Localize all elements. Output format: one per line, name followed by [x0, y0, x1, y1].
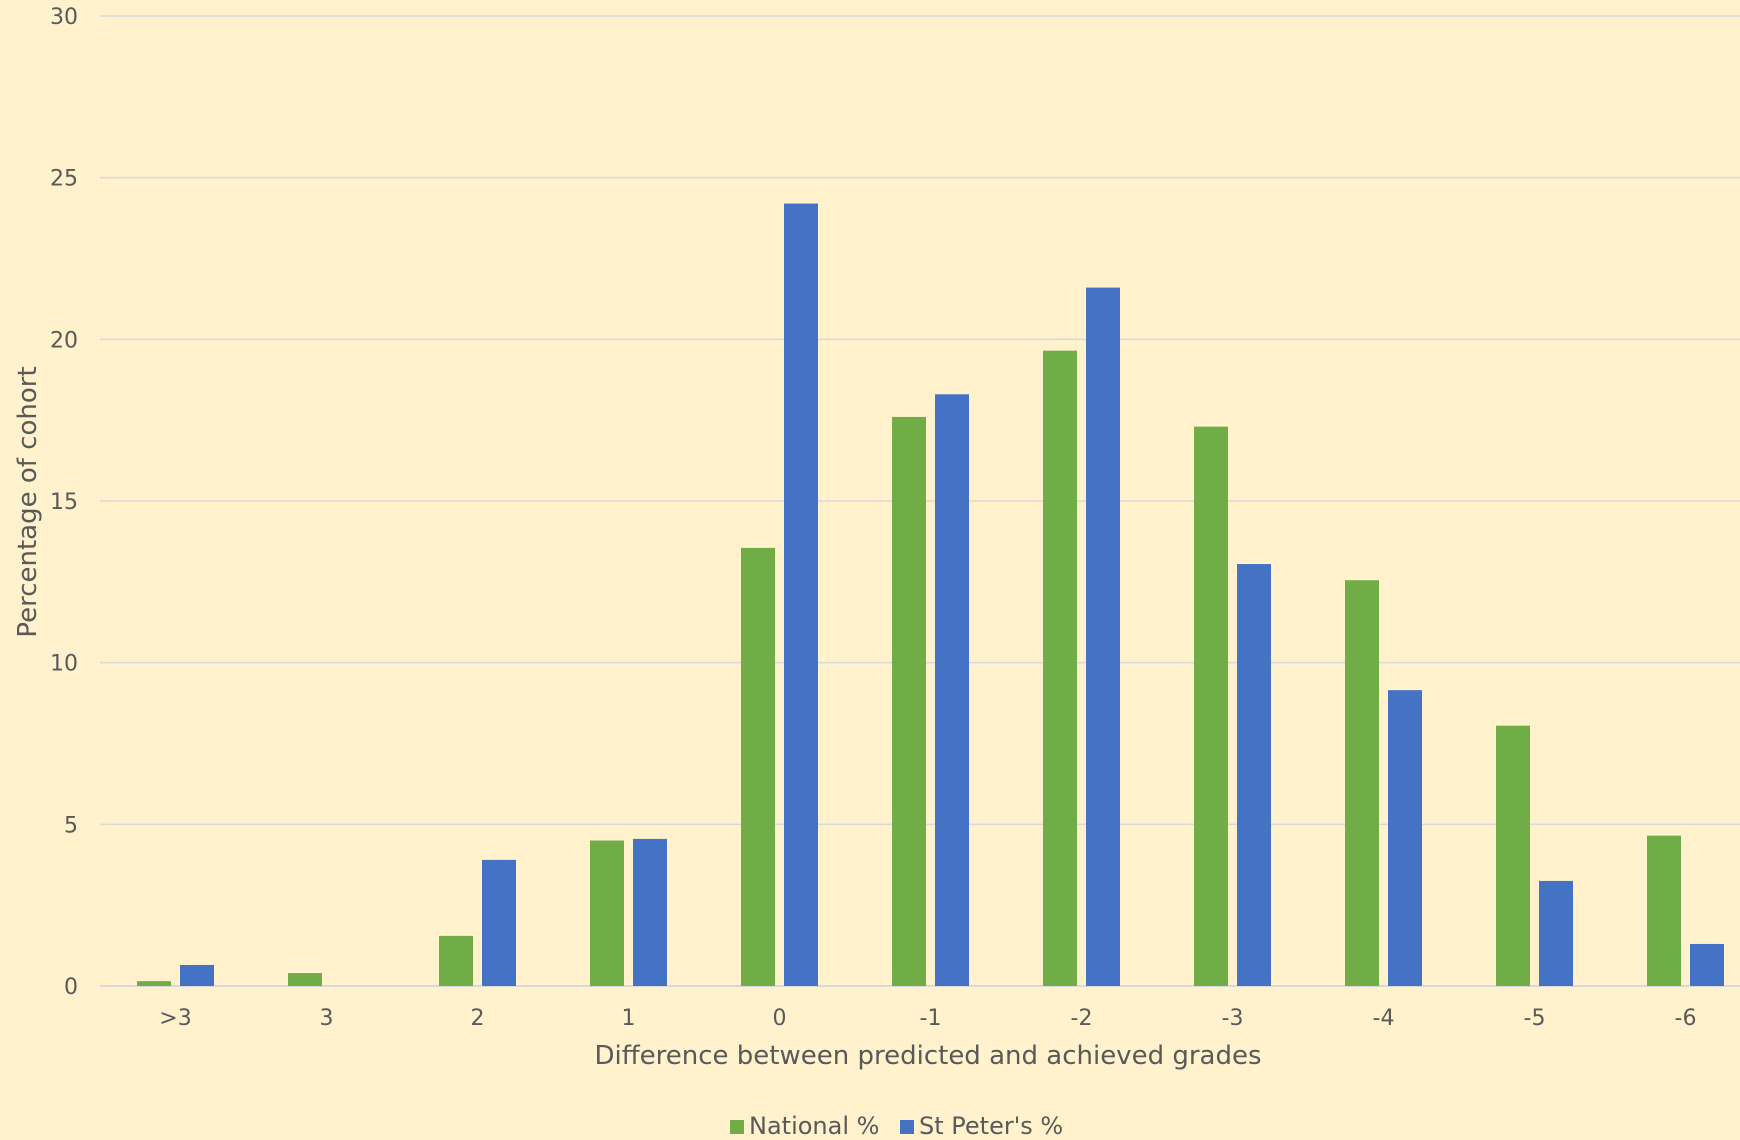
legend: National % St Peter's % [730, 1112, 1063, 1140]
gridlines [100, 15, 1740, 987]
bar-series-0-1 [288, 973, 322, 986]
y-tick-label: 20 [50, 328, 78, 353]
bar-series-1-0 [180, 964, 214, 986]
bar-series-1-6 [1086, 287, 1120, 987]
y-axis-title: Percentage of cohort [13, 366, 43, 637]
x-tick-label: -6 [1675, 1006, 1697, 1031]
bar-series-0-3 [590, 840, 624, 986]
x-tick-label: -4 [1373, 1006, 1395, 1031]
y-tick-label: 5 [64, 813, 78, 838]
bar-series-1-5 [935, 394, 969, 986]
bar-series-1-2 [482, 859, 516, 986]
bar-series-0-2 [439, 935, 473, 986]
bar-series-0-6 [1043, 350, 1077, 986]
bar-series-1-7 [1237, 564, 1271, 986]
bar-series-0-7 [1194, 426, 1228, 987]
x-tick-label: -1 [920, 1006, 942, 1031]
bar-series-0-4 [741, 547, 775, 986]
bar-series-1-8 [1388, 690, 1422, 986]
y-tick-label: 30 [50, 5, 78, 30]
bar-series-0-0 [137, 981, 171, 986]
x-tick-label: 2 [471, 1006, 485, 1031]
legend-swatch [730, 1120, 744, 1134]
x-tick-label: 3 [320, 1006, 334, 1031]
y-tick-label: 25 [50, 167, 78, 192]
bar-series-0-5 [892, 416, 926, 986]
legend-label: St Peter's % [919, 1112, 1063, 1140]
x-axis-ticks: >3 3 2 1 0 -1 -2 -3 -4 -5 -6 [159, 1006, 1696, 1031]
x-tick-label: -5 [1524, 1006, 1546, 1031]
bar-series-1-3 [633, 838, 667, 986]
x-tick-label: 1 [622, 1006, 636, 1031]
bar-series-1-10 [1690, 943, 1724, 986]
bar-series-0-9 [1496, 725, 1530, 986]
bar-series-0-10 [1647, 835, 1681, 986]
bar-series-1-4 [784, 203, 818, 987]
bar-series-0-8 [1345, 580, 1379, 986]
legend-label: National % [749, 1112, 879, 1140]
x-tick-label: 0 [773, 1006, 787, 1031]
x-tick-label: -3 [1222, 1006, 1244, 1031]
bar-series-1-9 [1539, 880, 1573, 986]
y-tick-label: 0 [64, 975, 78, 1000]
x-tick-label: >3 [159, 1006, 191, 1031]
legend-swatch [900, 1120, 914, 1134]
y-tick-label: 10 [50, 652, 78, 677]
y-axis-ticks: 0 5 10 15 20 25 30 [50, 5, 78, 1000]
x-tick-label: -2 [1071, 1006, 1093, 1031]
bars [137, 203, 1724, 987]
y-tick-label: 15 [50, 490, 78, 515]
x-axis-title: Difference between predicted and achieve… [594, 1041, 1261, 1071]
